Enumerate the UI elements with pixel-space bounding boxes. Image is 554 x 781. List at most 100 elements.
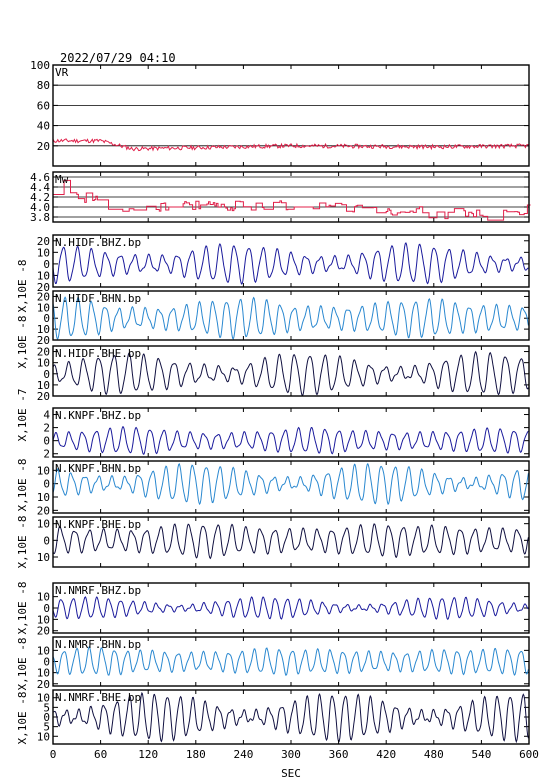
y-tick-label: 20 bbox=[37, 625, 50, 638]
y-tick-label: 10 bbox=[37, 301, 50, 314]
unit-label: X,10E -8 bbox=[16, 516, 29, 569]
y-tick-label: 10 bbox=[37, 551, 50, 564]
y-tick-label: 0 bbox=[43, 478, 50, 491]
series-knpf-bhe bbox=[52, 523, 529, 560]
y-tick-label: 20 bbox=[37, 334, 50, 347]
panel-label: N.KNPF.BHZ.bp bbox=[55, 409, 141, 422]
series-mw bbox=[53, 179, 531, 221]
y-tick-label: 10 bbox=[37, 518, 50, 531]
panel-frame bbox=[52, 345, 530, 397]
series-hidf-bhz bbox=[52, 242, 529, 285]
x-tick-label: 180 bbox=[186, 748, 206, 761]
y-tick-label: 0 bbox=[43, 534, 50, 547]
y-tick-label: 0 bbox=[43, 258, 50, 271]
y-tick-label: 10 bbox=[37, 357, 50, 370]
y-tick-label: 10 bbox=[37, 730, 50, 743]
series-hidf-bhn bbox=[52, 296, 529, 340]
unit-label: X,10E -8 bbox=[16, 260, 29, 313]
x-tick-label: 0 bbox=[50, 748, 57, 761]
unit-label: X,10E -8 bbox=[16, 582, 29, 635]
panel-label: N.HIDF.BHN.bp bbox=[55, 292, 141, 305]
x-axis-title: SEC bbox=[281, 767, 301, 780]
panel-label: N.NMRF.BHN.bp bbox=[55, 638, 141, 651]
y-tick-label: 20 bbox=[37, 281, 50, 294]
series-nmrf-bhz bbox=[52, 596, 529, 621]
x-tick-label: 360 bbox=[329, 748, 349, 761]
x-tick-label: 480 bbox=[424, 748, 444, 761]
y-tick-label: 0 bbox=[43, 656, 50, 669]
y-tick-label: 10 bbox=[37, 464, 50, 477]
y-tick-label: 20 bbox=[37, 140, 50, 153]
y-tick-label: 0 bbox=[43, 435, 50, 448]
panel-label: VR bbox=[55, 66, 69, 79]
y-tick-label: 3.8 bbox=[30, 211, 50, 224]
y-tick-label: 10 bbox=[37, 323, 50, 336]
y-tick-label: 20 bbox=[37, 235, 50, 248]
y-tick-label: 60 bbox=[37, 99, 50, 112]
unit-label: X,10E -8 bbox=[16, 459, 29, 512]
y-tick-label: 2 bbox=[43, 422, 50, 435]
y-tick-label: 10 bbox=[37, 667, 50, 680]
panel-mw: 3.84.04.24.44.6 Mw bbox=[30, 171, 531, 224]
y-tick-label: 20 bbox=[37, 290, 50, 303]
series-knpf-bhn bbox=[52, 462, 529, 506]
y-tick-label: 10 bbox=[37, 692, 50, 705]
x-tick-label: 240 bbox=[233, 748, 253, 761]
y-tick-label: 40 bbox=[37, 120, 50, 133]
y-tick-label: 10 bbox=[37, 246, 50, 259]
y-tick-label: 10 bbox=[37, 491, 50, 504]
y-tick-label: 20 bbox=[37, 504, 50, 517]
timestamp: 2022/07/29 04:10 bbox=[60, 51, 176, 65]
y-tick-label: 5 bbox=[43, 701, 50, 714]
panel-label: Mw bbox=[55, 173, 69, 186]
panel-frame bbox=[52, 582, 530, 634]
panel-frame bbox=[52, 689, 530, 745]
y-tick-label: 10 bbox=[37, 644, 50, 657]
panel-frame bbox=[52, 460, 530, 514]
y-tick-label: 4.4 bbox=[30, 181, 50, 194]
series-knpf-bhz bbox=[52, 426, 529, 456]
y-tick-label: 0 bbox=[43, 312, 50, 325]
panel-frame bbox=[52, 64, 530, 167]
panel-label: N.KNPF.BHN.bp bbox=[55, 462, 141, 475]
y-tick-label: 10 bbox=[37, 591, 50, 604]
unit-label: X,10E -8 bbox=[16, 692, 29, 745]
unit-label: X,10E -8 bbox=[16, 638, 29, 691]
panel-frame bbox=[52, 516, 530, 568]
y-tick-label: 4.0 bbox=[30, 201, 50, 214]
panel-label: N.HIDF.BHZ.bp bbox=[55, 236, 141, 249]
y-tick-label: 0 bbox=[43, 711, 50, 724]
y-tick-label: 0 bbox=[43, 602, 50, 615]
y-tick-label: 5 bbox=[43, 721, 50, 734]
y-tick-label: 20 bbox=[37, 390, 50, 403]
panel-frame bbox=[52, 171, 530, 223]
panel-frame bbox=[52, 234, 530, 288]
y-tick-label: 10 bbox=[37, 269, 50, 282]
panel-label: N.NMRF.BHE.bp bbox=[55, 691, 141, 704]
y-tick-label: 80 bbox=[37, 79, 50, 92]
y-tick-label: 10 bbox=[37, 613, 50, 626]
panel-frame bbox=[52, 407, 530, 458]
series-vr bbox=[52, 138, 530, 152]
unit-labels: X,10E -8X,10E -8X,10E -7X,10E -8X,10E -8… bbox=[16, 260, 29, 745]
y-tick-label: 4.6 bbox=[30, 171, 50, 184]
x-axis: 0 60 120 180 240 300 360 420 480 540 600 bbox=[50, 748, 539, 761]
x-tick-label: 600 bbox=[519, 748, 539, 761]
y-tick-label: 4.2 bbox=[30, 191, 50, 204]
unit-label: X,10E -8 bbox=[16, 316, 29, 369]
panel-label: N.HIDF.BHE.bp bbox=[55, 347, 141, 360]
y-tick-label: 20 bbox=[37, 678, 50, 691]
panel-label: N.KNPF.BHE.bp bbox=[55, 518, 141, 531]
y-tick-label: 10 bbox=[37, 379, 50, 392]
panel-knpf-bhe: 10 0 10 N.KNPF.BHE.bp bbox=[37, 516, 530, 568]
panel-vr: 20 40 60 80 100 VR bbox=[30, 59, 530, 167]
